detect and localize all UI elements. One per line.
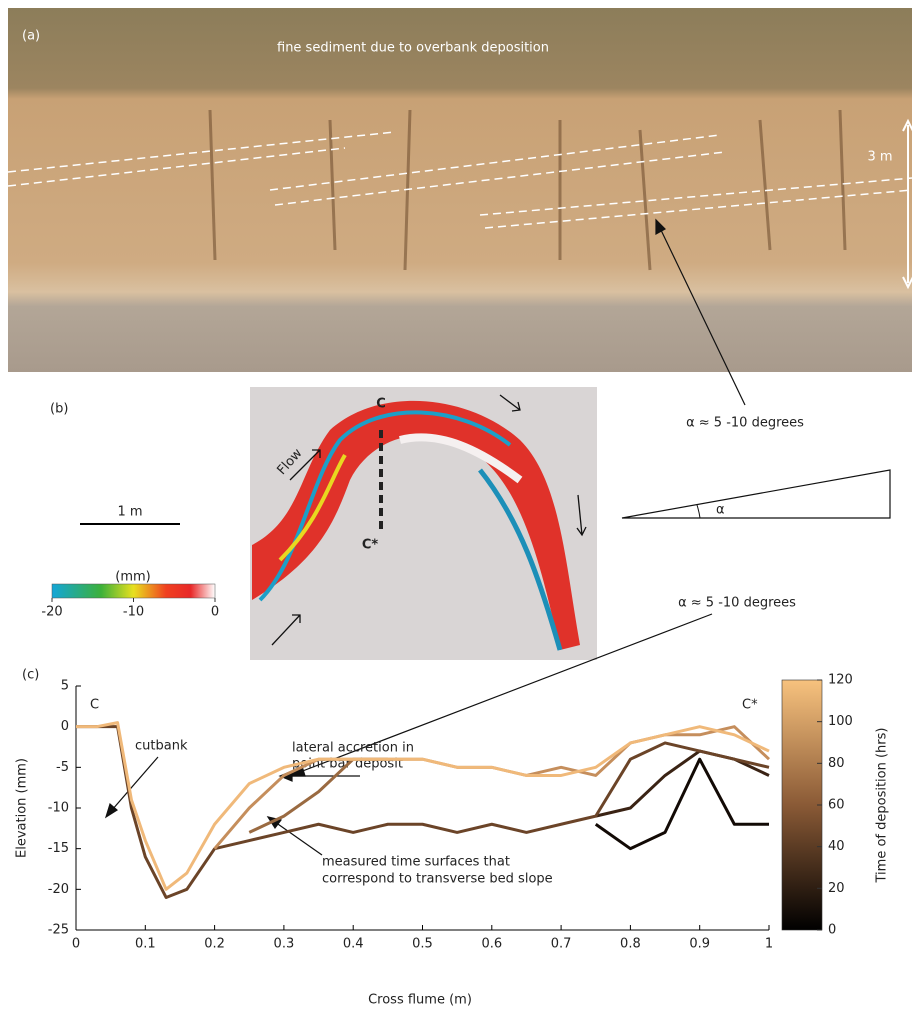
annotation: fine sediment due to overbank deposition	[277, 41, 549, 56]
x-tick-label: 0.4	[343, 937, 364, 952]
colorbar	[782, 680, 822, 930]
colorbar-label: (mm)	[115, 570, 150, 585]
colorbar-tick-label: 20	[828, 881, 845, 896]
colorbar-tick-label: 120	[828, 673, 853, 688]
x-axis-label: Cross flume (m)	[368, 993, 472, 1008]
angle-arc	[697, 505, 700, 518]
x-tick-label: 0.3	[274, 937, 295, 952]
colorbar-label: Time of deposition (hrs)	[875, 728, 890, 884]
colorbar	[52, 584, 215, 598]
x-tick-label: 0.6	[481, 937, 502, 952]
x-tick-label: 0.9	[689, 937, 710, 952]
panel-label: (a)	[22, 29, 40, 44]
x-tick-label: 0	[72, 937, 80, 952]
angle-note: α ≈ 5 -10 degrees	[686, 416, 804, 431]
angle-note: α ≈ 5 -10 degrees	[678, 596, 796, 611]
y-tick-label: 0	[61, 719, 69, 734]
x-tick-label: 1	[765, 937, 773, 952]
colorbar-tick-label: -20	[41, 605, 62, 620]
annotation: lateral accretion in	[292, 741, 414, 756]
section-end: C*	[362, 538, 379, 553]
y-tick-label: 5	[61, 679, 69, 694]
angle-symbol: α	[716, 503, 725, 518]
colorbar-tick-label: 0	[211, 605, 219, 620]
panel-label: (b)	[50, 402, 68, 417]
colorbar-tick-label: 0	[828, 923, 836, 938]
x-tick-label: 0.2	[204, 937, 225, 952]
panel-label: (c)	[22, 668, 39, 683]
section-start: C	[90, 698, 99, 713]
annotation: measured time surfaces that	[322, 855, 510, 870]
y-tick-label: -20	[48, 882, 69, 897]
annotation: cutbank	[135, 739, 188, 754]
section-start: C	[376, 397, 386, 412]
scale-bar-label: 1 m	[117, 505, 142, 520]
section-end: C*	[742, 698, 758, 713]
y-axis-label: Elevation (mm)	[15, 758, 30, 858]
x-tick-label: 0.1	[135, 937, 156, 952]
y-tick-label: -15	[48, 841, 69, 856]
x-tick-label: 0.5	[412, 937, 433, 952]
colorbar-tick-label: 40	[828, 839, 845, 854]
y-tick-label: -5	[56, 760, 69, 775]
x-tick-label: 0.8	[620, 937, 641, 952]
annotation: correspond to transverse bed slope	[322, 872, 553, 887]
colorbar-tick-label: 100	[828, 714, 853, 729]
slope-triangle	[622, 470, 890, 518]
y-tick-label: -25	[48, 923, 69, 938]
colorbar-tick-label: 60	[828, 798, 845, 813]
scale-label: 3 m	[867, 150, 892, 165]
x-tick-label: 0.7	[551, 937, 572, 952]
photo	[8, 8, 912, 372]
figure: (a) fine sediment due to overbank deposi…	[0, 0, 912, 1017]
colorbar-tick-label: -10	[123, 605, 144, 620]
y-tick-label: -10	[48, 801, 69, 816]
colorbar-tick-label: 80	[828, 756, 845, 771]
